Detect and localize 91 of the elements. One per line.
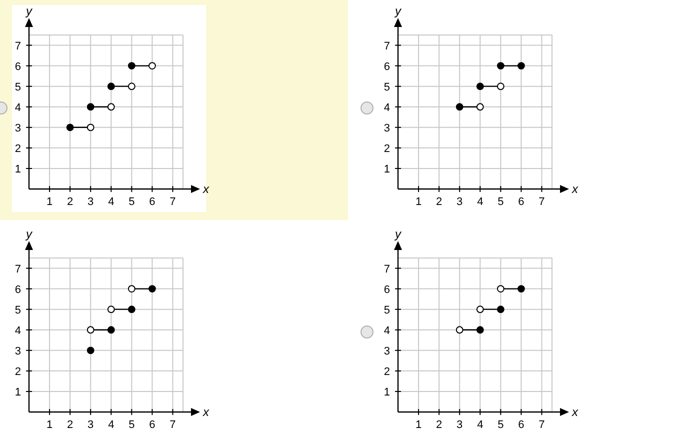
x-tick-label: 3 bbox=[456, 419, 463, 431]
y-tick-label: 5 bbox=[14, 304, 21, 316]
x-tick-label: 1 bbox=[46, 196, 53, 208]
point bbox=[476, 103, 484, 111]
x-tick-label: 4 bbox=[477, 419, 484, 431]
y-tick-label: 6 bbox=[384, 60, 390, 73]
y-tick-label: 1 bbox=[14, 163, 21, 176]
x-tick-label: 4 bbox=[477, 196, 484, 208]
x-tick-label: 2 bbox=[67, 196, 74, 208]
y-tick-label: 7 bbox=[14, 40, 21, 52]
point bbox=[518, 62, 525, 70]
x-tick-label: 6 bbox=[518, 419, 524, 431]
y-tick-label: 3 bbox=[14, 122, 21, 134]
y-tick-label: 6 bbox=[14, 284, 21, 296]
x-tick-label: 1 bbox=[46, 419, 53, 431]
point bbox=[456, 103, 464, 111]
x-tick-label: 2 bbox=[436, 196, 442, 208]
point bbox=[128, 285, 136, 292]
x-tick-label: 2 bbox=[436, 419, 442, 431]
x-axis-title: x bbox=[571, 405, 579, 419]
y-tick-label: 7 bbox=[384, 263, 390, 276]
y-tick-label: 4 bbox=[384, 324, 390, 337]
x-tick-label: 5 bbox=[128, 419, 135, 431]
point bbox=[148, 62, 156, 70]
point bbox=[128, 62, 136, 70]
point bbox=[128, 82, 136, 90]
x-tick-label: 2 bbox=[67, 419, 74, 431]
y-tick-label: 2 bbox=[14, 142, 21, 155]
x-tick-label: 3 bbox=[456, 196, 463, 208]
y-tick-label: 7 bbox=[14, 263, 21, 276]
point bbox=[107, 306, 115, 314]
y-tick-label: 3 bbox=[14, 345, 21, 358]
y-tick-label: 5 bbox=[14, 81, 21, 94]
x-tick-label: 6 bbox=[518, 196, 524, 208]
x-tick-label: 6 bbox=[149, 419, 156, 431]
point bbox=[476, 326, 484, 334]
x-tick-label: 5 bbox=[498, 196, 504, 208]
y-tick-label: 1 bbox=[384, 163, 390, 176]
y-tick-label: 4 bbox=[14, 102, 21, 114]
y-axis-title: y bbox=[394, 227, 402, 241]
point bbox=[107, 82, 115, 90]
point bbox=[86, 103, 94, 111]
x-axis-title: x bbox=[202, 405, 210, 419]
y-tick-label: 5 bbox=[384, 304, 390, 316]
point bbox=[518, 285, 525, 292]
y-tick-label: 3 bbox=[384, 122, 390, 134]
point bbox=[496, 306, 504, 314]
point bbox=[496, 82, 504, 90]
point bbox=[456, 326, 464, 334]
y-axis-title: y bbox=[394, 4, 402, 18]
y-tick-label: 6 bbox=[14, 60, 21, 73]
y-tick-label: 2 bbox=[384, 142, 390, 155]
x-tick-label: 7 bbox=[170, 419, 176, 431]
x-tick-label: 3 bbox=[88, 419, 94, 431]
point bbox=[107, 103, 115, 111]
y-tick-label: 7 bbox=[384, 40, 390, 52]
point bbox=[496, 285, 504, 292]
x-tick-label: 7 bbox=[538, 419, 545, 431]
x-tick-label: 1 bbox=[415, 419, 422, 431]
point bbox=[86, 346, 94, 354]
y-axis-title: y bbox=[25, 4, 33, 18]
point bbox=[107, 326, 115, 334]
point bbox=[148, 285, 156, 292]
y-tick-label: 4 bbox=[384, 102, 390, 114]
x-tick-label: 6 bbox=[149, 196, 156, 208]
y-tick-label: 3 bbox=[384, 345, 390, 358]
y-tick-label: 2 bbox=[384, 366, 390, 378]
x-tick-label: 5 bbox=[128, 196, 135, 208]
x-tick-label: 1 bbox=[415, 196, 422, 208]
x-axis-title: x bbox=[202, 182, 210, 196]
point bbox=[66, 124, 74, 132]
y-tick-label: 4 bbox=[14, 324, 21, 337]
x-tick-label: 5 bbox=[498, 419, 504, 431]
x-tick-label: 7 bbox=[538, 196, 545, 208]
point bbox=[476, 82, 484, 90]
point bbox=[476, 306, 484, 314]
x-tick-label: 7 bbox=[170, 196, 176, 208]
x-tick-label: 4 bbox=[108, 196, 114, 208]
y-tick-label: 1 bbox=[384, 386, 390, 398]
x-tick-label: 4 bbox=[108, 419, 114, 431]
y-tick-label: 1 bbox=[14, 386, 21, 398]
point bbox=[86, 326, 94, 334]
x-tick-label: 3 bbox=[88, 196, 94, 208]
y-tick-label: 6 bbox=[384, 284, 390, 296]
point bbox=[496, 62, 504, 70]
point bbox=[86, 124, 94, 132]
y-tick-label: 2 bbox=[14, 366, 21, 378]
y-axis-title: y bbox=[25, 227, 33, 241]
x-axis-title: x bbox=[571, 182, 579, 196]
y-tick-label: 5 bbox=[384, 81, 390, 94]
point bbox=[128, 306, 136, 314]
